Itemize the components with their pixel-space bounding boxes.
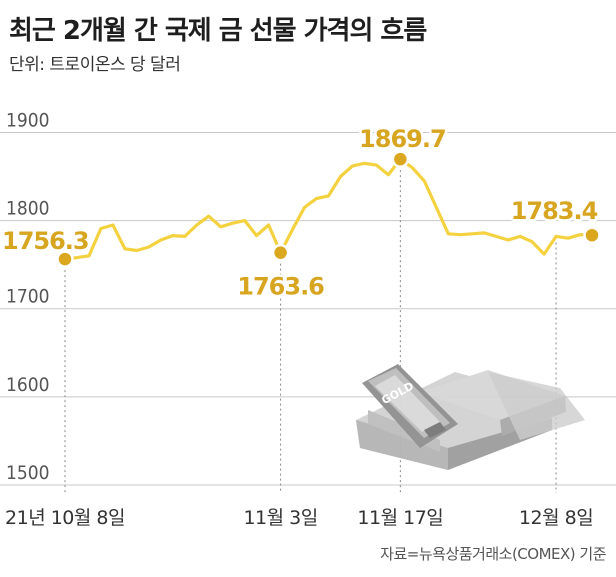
data-point-marker <box>391 150 410 168</box>
x-tick-label: 21년 10월 8일 <box>5 507 125 529</box>
data-labels: 1756.3 1763.6 1869.7 1783.4 <box>0 123 601 304</box>
chart-title: 최근 2개월 간 국제 금 선물 가격의 흐름 <box>9 16 427 46</box>
x-tick-label: 11월 17일 <box>357 507 443 529</box>
y-tick-label: 1500 <box>6 462 50 484</box>
data-point-marker <box>583 226 601 244</box>
data-label: 1763.6 <box>237 273 324 301</box>
source-note: 자료=뉴욕상품거래소(COMEX) 기준 <box>380 545 606 563</box>
data-label: 1783.4 <box>511 197 598 225</box>
y-tick-label: 1700 <box>6 286 50 308</box>
data-label: 1869.7 <box>359 125 446 153</box>
chart-unit-subtitle: 단위: 트로이온스 당 달러 <box>9 55 181 75</box>
x-axis-guides <box>64 165 557 493</box>
x-tick-label: 12월 8일 <box>519 507 593 529</box>
y-tick-label: 1800 <box>6 198 50 220</box>
data-point-marker <box>56 250 74 268</box>
gold-bars-illustration: GOLD <box>356 364 585 470</box>
y-tick-label: 1900 <box>6 109 50 131</box>
x-tick-label: 11월 3일 <box>243 507 317 529</box>
data-markers <box>56 150 601 268</box>
data-label: 1756.3 <box>2 227 89 255</box>
x-axis-ticks: 21년 10월 8일 11월 3일 11월 17일 12월 8일 <box>5 507 594 529</box>
y-tick-label: 1600 <box>6 374 50 396</box>
y-axis-ticks: 1500 1600 1700 1800 1900 <box>6 109 50 484</box>
data-point-marker <box>271 243 290 262</box>
gold-price-line <box>63 157 594 261</box>
